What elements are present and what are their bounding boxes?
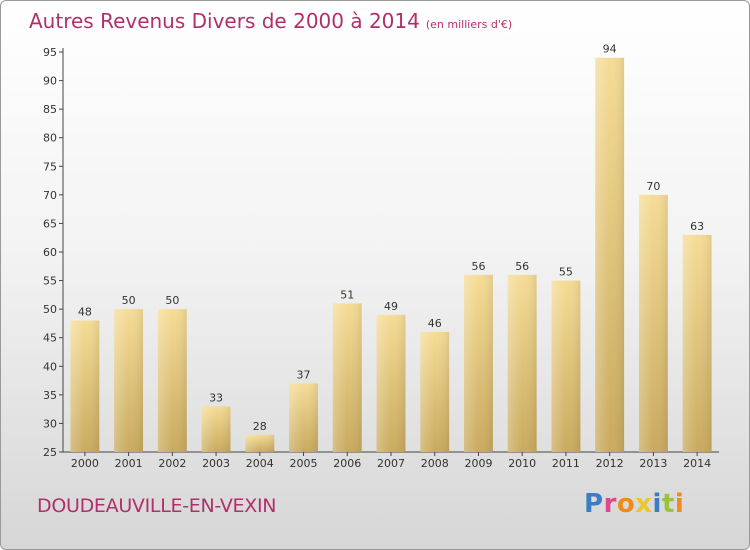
x-tick-label: 2014 bbox=[683, 457, 711, 470]
y-tick-label: 40 bbox=[43, 360, 57, 373]
value-labels-group: 48 50 50 33 28 37 51 49 46 56 56 55 94 70 63 bbox=[78, 43, 704, 433]
y-tick-label: 25 bbox=[43, 446, 57, 459]
value-label-2012: 94 bbox=[603, 43, 617, 56]
value-label-2007: 49 bbox=[384, 300, 398, 313]
y-tick-label: 95 bbox=[43, 46, 57, 59]
value-label-2003: 33 bbox=[209, 391, 223, 404]
bar-shade-2012 bbox=[595, 57, 625, 452]
value-label-2011: 55 bbox=[559, 266, 573, 279]
value-label-2008: 46 bbox=[428, 317, 442, 330]
y-tick-label: 80 bbox=[43, 132, 57, 145]
commune-name: DOUDEAUVILLE-EN-VEXIN bbox=[37, 495, 277, 517]
logo-letter: r bbox=[603, 489, 617, 519]
bar-shade-2008 bbox=[420, 332, 450, 452]
bar-shade-2002 bbox=[157, 309, 187, 452]
logo-letter: x bbox=[635, 489, 653, 519]
x-tick-label: 2009 bbox=[464, 457, 492, 470]
bar-shade-2009 bbox=[464, 274, 493, 452]
logo-letter: t bbox=[661, 489, 675, 519]
bar-shade-2000 bbox=[70, 320, 100, 452]
logo-letter: P bbox=[584, 489, 604, 519]
bar-shade-2010 bbox=[507, 274, 537, 452]
bar-shade-2005 bbox=[289, 383, 318, 452]
x-tick-label: 2007 bbox=[377, 457, 405, 470]
value-label-2014: 63 bbox=[690, 220, 704, 233]
x-tick-label: 2000 bbox=[71, 457, 99, 470]
bars-group bbox=[70, 57, 712, 452]
y-tick-label: 90 bbox=[43, 75, 57, 88]
bar-shade-2007 bbox=[376, 314, 406, 452]
x-tick-label: 2013 bbox=[639, 457, 667, 470]
bar-shade-2001 bbox=[114, 309, 144, 452]
value-label-2001: 50 bbox=[122, 294, 136, 307]
value-label-2000: 48 bbox=[78, 306, 92, 319]
chart-title: Autres Revenus Divers de 2000 à 2014 (en … bbox=[29, 9, 512, 33]
chart-title-text: Autres Revenus Divers de 2000 à 2014 bbox=[29, 9, 420, 33]
y-tick-label: 55 bbox=[43, 275, 57, 288]
x-tick-label: 2005 bbox=[290, 457, 318, 470]
y-tick-label: 85 bbox=[43, 103, 57, 116]
value-label-2009: 56 bbox=[471, 260, 485, 273]
y-tick-label: 30 bbox=[43, 417, 57, 430]
bar-shade-2014 bbox=[682, 234, 712, 452]
value-label-2013: 70 bbox=[646, 180, 660, 193]
y-tick-label: 70 bbox=[43, 189, 57, 202]
x-tick-label: 2006 bbox=[333, 457, 361, 470]
chart-unit: (en milliers d'€) bbox=[425, 18, 513, 31]
value-label-2006: 51 bbox=[340, 288, 354, 301]
y-axis: 25 30 35 40 45 50 55 60 65 70 75 80 85 90 95 bbox=[43, 46, 64, 459]
logo-letter: i bbox=[674, 489, 685, 519]
value-label-2004: 28 bbox=[253, 420, 267, 433]
logo-letter: o bbox=[616, 489, 636, 519]
x-tick-label: 2002 bbox=[158, 457, 186, 470]
x-tick-label: 2012 bbox=[596, 457, 624, 470]
y-tick-label: 75 bbox=[43, 160, 57, 173]
bar-shade-2004 bbox=[245, 434, 275, 452]
x-tick-label: 2004 bbox=[246, 457, 274, 470]
bar-shade-2006 bbox=[332, 303, 362, 452]
bar-shade-2013 bbox=[638, 194, 668, 452]
x-tick-label: 2001 bbox=[115, 457, 143, 470]
y-tick-label: 45 bbox=[43, 332, 57, 345]
x-tick-label: 2003 bbox=[202, 457, 230, 470]
y-tick-label: 60 bbox=[43, 246, 57, 259]
y-tick-label: 50 bbox=[43, 303, 57, 316]
x-tick-label: 2008 bbox=[421, 457, 449, 470]
x-tick-label: 2011 bbox=[552, 457, 580, 470]
bar-shade-2003 bbox=[201, 406, 231, 452]
y-tick-label: 35 bbox=[43, 389, 57, 402]
y-tick-label: 65 bbox=[43, 217, 57, 230]
logo-letter: i bbox=[652, 489, 662, 519]
value-label-2002: 50 bbox=[165, 294, 179, 307]
proxiti-logo: Proxiti bbox=[584, 489, 684, 519]
value-label-2010: 56 bbox=[515, 260, 529, 273]
x-tick-label: 2010 bbox=[508, 457, 536, 470]
bar-shade-2011 bbox=[551, 280, 581, 452]
value-label-2005: 37 bbox=[297, 368, 311, 381]
x-axis: 2000 2001 2002 2003 2004 2005 2006 2007 2008 2009… bbox=[63, 451, 719, 470]
